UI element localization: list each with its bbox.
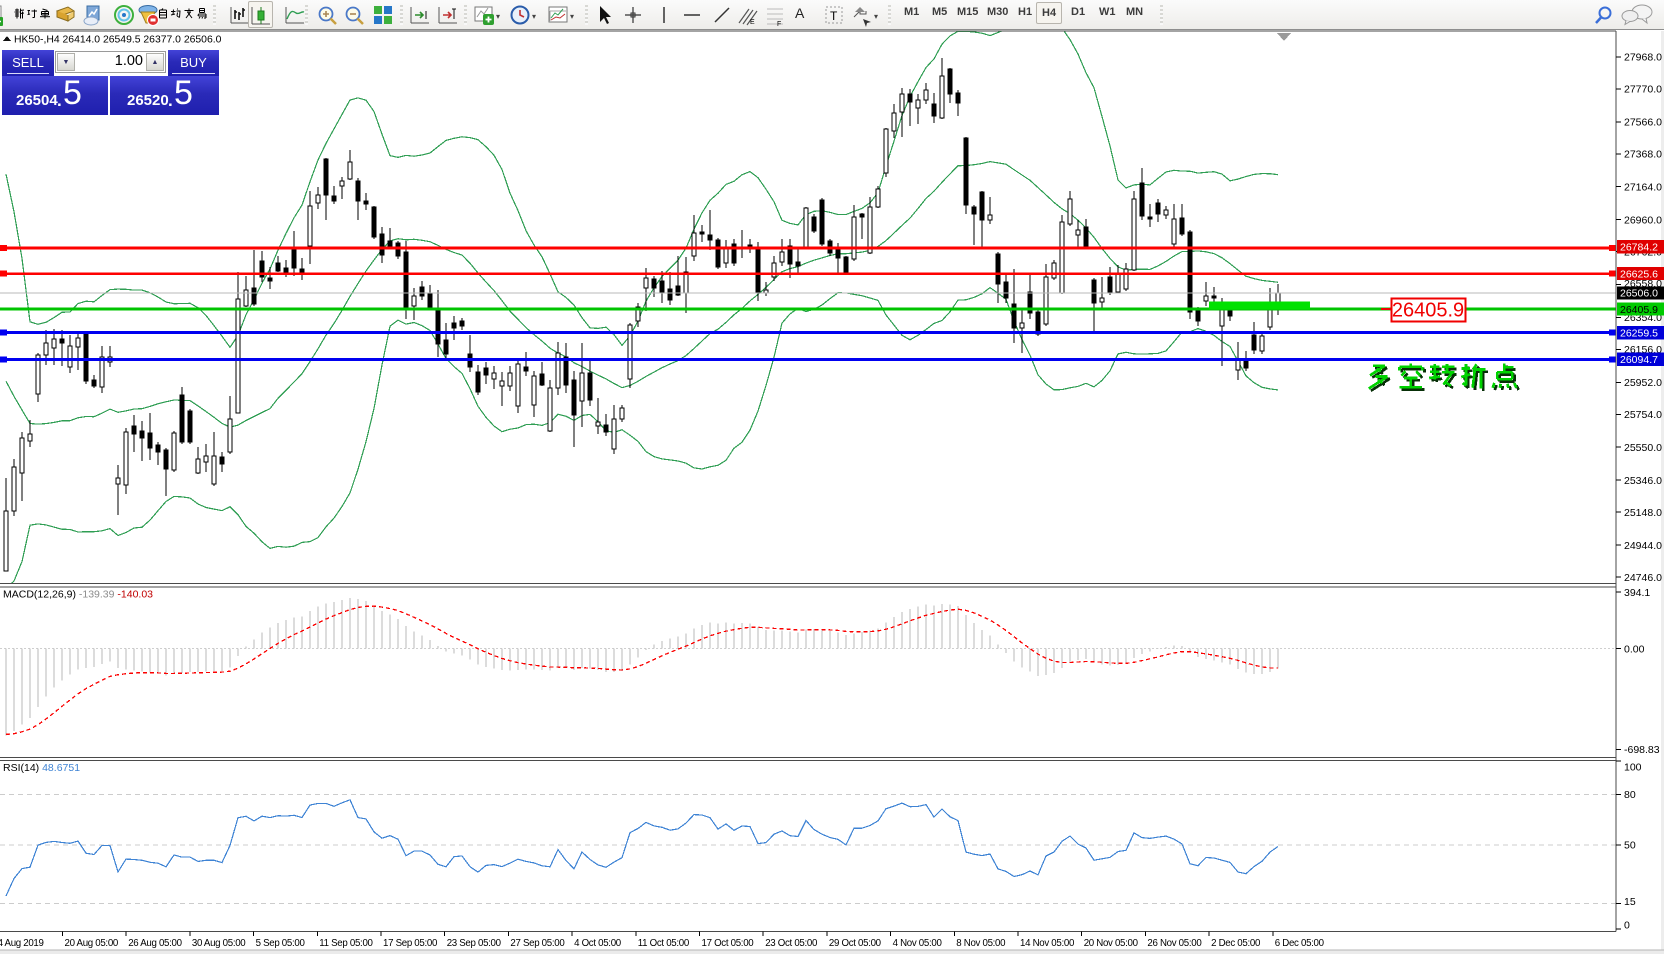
svg-text:26405.9: 26405.9	[1620, 304, 1658, 316]
svg-text:29 Oct 05:00: 29 Oct 05:00	[829, 938, 882, 949]
svg-text:26 Nov 05:00: 26 Nov 05:00	[1147, 938, 1202, 949]
svg-text:26960.0: 26960.0	[1624, 214, 1662, 226]
svg-text:23 Sep 05:00: 23 Sep 05:00	[447, 938, 502, 949]
svg-text:27566.0: 27566.0	[1624, 117, 1662, 129]
svg-text:HK50-,H4 26414.0 26549.5 2637: HK50-,H4 26414.0 26549.5 26377.0 26506.0	[14, 35, 222, 46]
svg-text:24746.0: 24746.0	[1624, 572, 1662, 584]
svg-text:E: E	[750, 19, 755, 26]
svg-text:6 Dec 05:00: 6 Dec 05:00	[1275, 938, 1325, 949]
svg-text:25550.0: 25550.0	[1624, 442, 1662, 454]
svg-text:80: 80	[1624, 789, 1636, 801]
svg-text:4 Oct 05:00: 4 Oct 05:00	[574, 938, 622, 949]
svg-text:26094.7: 26094.7	[1620, 354, 1658, 366]
svg-text:0.00: 0.00	[1624, 643, 1645, 655]
svg-text:17 Oct 05:00: 17 Oct 05:00	[702, 938, 755, 949]
svg-text:394.1: 394.1	[1624, 587, 1650, 599]
svg-text:26259.5: 26259.5	[1620, 328, 1658, 340]
svg-text:25754.0: 25754.0	[1624, 409, 1662, 421]
svg-text:MACD(12,26,9) -139.39 -140.03: MACD(12,26,9) -139.39 -140.03	[3, 589, 153, 601]
svg-text:24944.0: 24944.0	[1624, 540, 1662, 552]
svg-text:50: 50	[1624, 840, 1636, 852]
svg-text:23 Oct 05:00: 23 Oct 05:00	[765, 938, 818, 949]
svg-text:26506.0: 26506.0	[1620, 288, 1658, 300]
svg-text:25952.0: 25952.0	[1624, 377, 1662, 389]
svg-text:26 Aug 05:00: 26 Aug 05:00	[128, 938, 182, 949]
svg-text:-698.83: -698.83	[1624, 744, 1660, 756]
svg-text:26405.9: 26405.9	[1392, 300, 1464, 322]
svg-text:100: 100	[1624, 761, 1642, 773]
svg-text:27968.0: 27968.0	[1624, 52, 1662, 64]
svg-text:15: 15	[1624, 896, 1636, 908]
svg-text:26784.2: 26784.2	[1620, 242, 1658, 254]
svg-text:11 Sep 05:00: 11 Sep 05:00	[319, 938, 373, 949]
svg-text:30 Aug 05:00: 30 Aug 05:00	[192, 938, 246, 949]
svg-text:27164.0: 27164.0	[1624, 182, 1662, 194]
svg-text:20 Nov 05:00: 20 Nov 05:00	[1084, 938, 1139, 949]
svg-text:5 Sep 05:00: 5 Sep 05:00	[256, 938, 306, 949]
svg-text:27770.0: 27770.0	[1624, 84, 1662, 96]
svg-text:20 Aug 05:00: 20 Aug 05:00	[65, 938, 119, 949]
svg-text:RSI(14) 48.6751: RSI(14) 48.6751	[3, 762, 80, 774]
svg-text:11 Oct 05:00: 11 Oct 05:00	[638, 938, 690, 949]
svg-text:2 Dec 05:00: 2 Dec 05:00	[1211, 938, 1261, 949]
svg-text:14 Nov 05:00: 14 Nov 05:00	[1020, 938, 1075, 949]
svg-text:17 Sep 05:00: 17 Sep 05:00	[383, 938, 438, 949]
svg-text:0: 0	[1624, 919, 1630, 931]
svg-text:8 Nov 05:00: 8 Nov 05:00	[956, 938, 1006, 949]
svg-text:25346.0: 25346.0	[1624, 475, 1662, 487]
svg-text:27368.0: 27368.0	[1624, 149, 1662, 161]
svg-text:F: F	[777, 21, 781, 27]
svg-text:26625.6: 26625.6	[1620, 268, 1658, 280]
svg-text:25148.0: 25148.0	[1624, 507, 1662, 519]
svg-text:27 Sep 05:00: 27 Sep 05:00	[510, 938, 565, 949]
svg-text:14 Aug 2019: 14 Aug 2019	[0, 938, 44, 949]
svg-text:T: T	[830, 9, 838, 23]
svg-text:4 Nov 05:00: 4 Nov 05:00	[893, 938, 943, 949]
